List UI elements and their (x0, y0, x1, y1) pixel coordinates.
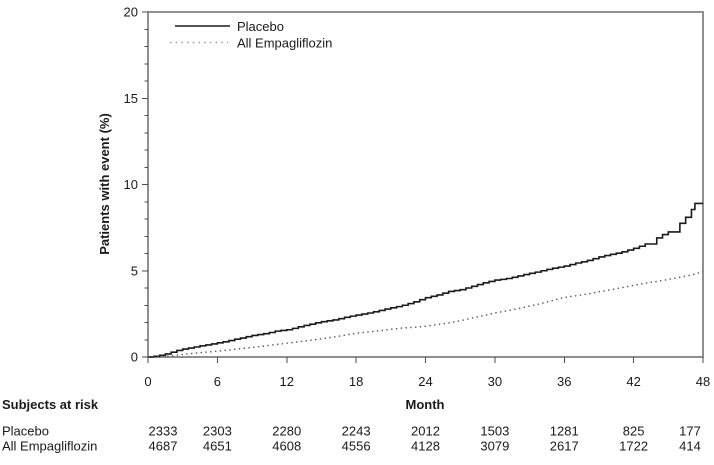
risk-table-title: Subjects at risk (2, 397, 99, 412)
x-tick-label: 30 (488, 374, 502, 389)
risk-value: 2280 (272, 424, 301, 439)
y-tick-label: 5 (131, 263, 138, 278)
risk-value: 825 (623, 424, 645, 439)
risk-value: 2243 (342, 424, 371, 439)
x-tick-label: 36 (557, 374, 571, 389)
risk-value: 1281 (550, 424, 579, 439)
risk-value: 3079 (480, 439, 509, 454)
y-tick-label: 10 (124, 177, 138, 192)
risk-value: 4128 (411, 439, 440, 454)
placebo-curve (148, 202, 703, 358)
risk-row-label-empagliflozin: All Empagliflozin (2, 439, 97, 454)
y-axis: 0 5 10 15 20 (124, 5, 148, 365)
risk-value: 414 (679, 439, 701, 454)
risk-value: 4608 (272, 439, 301, 454)
x-axis: 0 6 12 18 24 30 36 42 48 (144, 357, 710, 389)
x-tick-label: 12 (280, 374, 294, 389)
risk-value: 177 (679, 424, 701, 439)
x-tick-label: 0 (144, 374, 151, 389)
series-group (147, 202, 704, 358)
x-tick-label: 18 (349, 374, 363, 389)
risk-value: 1722 (619, 439, 648, 454)
x-tick-label: 6 (214, 374, 221, 389)
x-tick-label: 48 (696, 374, 710, 389)
empagliflozin-curve (147, 270, 704, 358)
x-tick-label: 42 (626, 374, 640, 389)
risk-value: 2333 (149, 424, 178, 439)
y-tick-label: 15 (124, 91, 138, 106)
y-tick-label: 20 (124, 5, 138, 20)
y-tick-label: 0 (131, 350, 138, 365)
legend-label-empagliflozin: All Empagliflozin (237, 36, 332, 51)
risk-value: 4556 (342, 439, 371, 454)
risk-value: 2012 (411, 424, 440, 439)
risk-table: Subjects at risk Month Placebo All Empag… (2, 397, 701, 454)
risk-row-label-placebo: Placebo (2, 424, 49, 439)
y-axis-title: Patients with event (%) (97, 113, 112, 255)
x-tick-label: 24 (418, 374, 432, 389)
risk-value: 1503 (480, 424, 509, 439)
plot-frame (147, 11, 704, 358)
legend-label-placebo: Placebo (237, 19, 284, 34)
legend: Placebo All Empagliflozin (170, 19, 332, 51)
risk-values: 2333 2303 2280 2243 2012 1503 1281 825 177 4687 46… (149, 424, 701, 454)
risk-value: 2617 (550, 439, 579, 454)
risk-value: 2303 (203, 424, 232, 439)
risk-value: 4651 (203, 439, 232, 454)
risk-value: 4687 (149, 439, 178, 454)
x-axis-title: Month (406, 397, 445, 412)
